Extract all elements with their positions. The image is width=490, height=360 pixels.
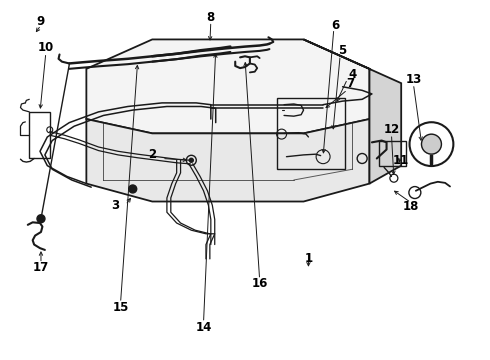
Text: 10: 10: [38, 41, 54, 54]
Text: 5: 5: [339, 44, 347, 57]
Text: 4: 4: [348, 68, 357, 81]
Polygon shape: [304, 40, 401, 184]
Text: 3: 3: [112, 199, 120, 212]
Polygon shape: [86, 119, 369, 202]
Text: 1: 1: [304, 252, 313, 265]
Text: 14: 14: [196, 320, 212, 333]
Text: 17: 17: [33, 261, 49, 274]
Text: 13: 13: [405, 73, 421, 86]
Circle shape: [189, 158, 193, 162]
Text: 2: 2: [148, 148, 156, 161]
Text: 18: 18: [403, 201, 419, 213]
Text: 12: 12: [383, 123, 399, 136]
Circle shape: [37, 215, 45, 223]
Text: 6: 6: [331, 19, 340, 32]
Text: 9: 9: [37, 15, 45, 28]
Text: 16: 16: [251, 278, 268, 291]
Polygon shape: [86, 40, 369, 134]
Text: 15: 15: [112, 301, 129, 314]
Circle shape: [421, 134, 441, 154]
Text: 8: 8: [207, 12, 215, 24]
Text: 11: 11: [393, 154, 409, 167]
Text: 7: 7: [346, 77, 354, 90]
Circle shape: [129, 185, 137, 193]
